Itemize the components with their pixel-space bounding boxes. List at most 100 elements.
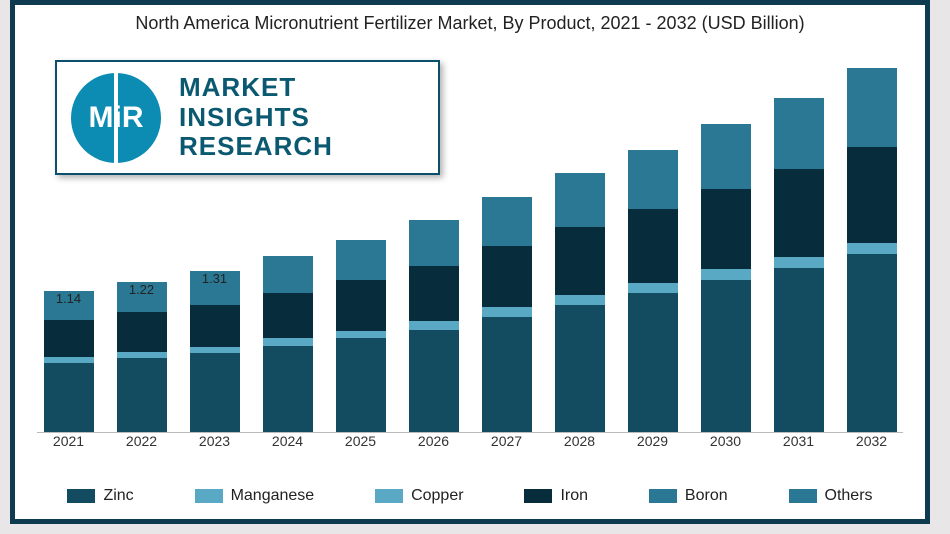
- bar-segment-zinc: [190, 353, 240, 432]
- bar-segment-boron: [336, 257, 386, 280]
- x-tick-label: 2027: [475, 433, 538, 455]
- x-tick-label: 2029: [621, 433, 684, 455]
- x-tick-label: 2025: [329, 433, 392, 455]
- bar-segment-others: [336, 240, 386, 257]
- stacked-bar: [774, 98, 824, 432]
- bar-segment-boron: [628, 176, 678, 209]
- stacked-bar: [263, 256, 313, 432]
- bar-column: 1.22: [110, 282, 173, 432]
- bar-segment-others: [555, 173, 605, 196]
- legend-item-copper: Copper: [375, 487, 463, 505]
- legend-label: Others: [825, 487, 873, 505]
- bar-segment-others: [701, 124, 751, 152]
- bar-segment-boron: [482, 217, 532, 245]
- bar-segment-iron: [263, 293, 313, 339]
- legend-swatch: [524, 489, 552, 503]
- legend-item-others: Others: [789, 487, 873, 505]
- stacked-bar: [628, 150, 678, 432]
- bar-segment-others: [409, 220, 459, 240]
- x-tick-label: 2022: [110, 433, 173, 455]
- bar-segment-zinc: [774, 268, 824, 432]
- bar-segment-manganese: [774, 261, 824, 268]
- bar-segment-iron: [117, 312, 167, 351]
- legend-item-iron: Iron: [524, 487, 588, 505]
- chart-frame: North America Micronutrient Fertilizer M…: [10, 0, 930, 524]
- bar-segment-others: [482, 197, 532, 218]
- bar-segment-others: [847, 68, 897, 103]
- stacked-bar: 1.14: [44, 291, 94, 432]
- legend-swatch: [67, 489, 95, 503]
- bar-segment-iron: [482, 246, 532, 308]
- bar-segment-manganese: [847, 247, 897, 254]
- bar-segment-others: [628, 150, 678, 176]
- stacked-bar: 1.31: [190, 271, 240, 433]
- bar-column: 1.14: [37, 291, 100, 432]
- bar-column: [621, 150, 684, 432]
- x-tick-label: 2030: [694, 433, 757, 455]
- chart-area: 1.14 1.22 1.31 2021 2022 2023 2024 2025 2026 202…: [37, 49, 903, 455]
- legend-label: Iron: [560, 487, 588, 505]
- bar-segment-zinc: [117, 358, 167, 432]
- legend-item-manganese: Manganese: [195, 487, 315, 505]
- x-axis-labels: 2021202220232024202520262027202820292030…: [37, 433, 903, 455]
- x-tick-label: 2032: [840, 433, 903, 455]
- bar-segment-iron: [409, 266, 459, 322]
- bar-segment-iron: [555, 227, 605, 295]
- bar-segment-zinc: [628, 293, 678, 432]
- stacked-bar: [482, 197, 532, 433]
- bar-segment-zinc: [44, 363, 94, 432]
- legend-swatch: [375, 489, 403, 503]
- bar-segment-others: [263, 256, 313, 272]
- stacked-bar: [336, 240, 386, 432]
- bar-segment-zinc: [409, 330, 459, 432]
- bar-segment-manganese: [701, 273, 751, 280]
- bar-segment-iron: [190, 305, 240, 347]
- bar-segment-boron: [409, 240, 459, 266]
- bar-segment-zinc: [336, 338, 386, 432]
- stacked-bar: [701, 124, 751, 432]
- bar-segment-zinc: [263, 346, 313, 432]
- bar-segment-zinc: [482, 317, 532, 432]
- x-tick-label: 2021: [37, 433, 100, 455]
- legend-label: Zinc: [103, 487, 133, 505]
- bar-segment-boron: [555, 196, 605, 227]
- bar-segment-iron: [774, 169, 824, 257]
- x-tick-label: 2026: [402, 433, 465, 455]
- stacked-bar: [555, 173, 605, 432]
- stacked-bar: 1.22: [117, 282, 167, 432]
- chart-title: North America Micronutrient Fertilizer M…: [15, 13, 925, 34]
- x-tick-label: 2024: [256, 433, 319, 455]
- bar-column: [694, 124, 757, 432]
- bar-segment-iron: [336, 280, 386, 331]
- legend: Zinc Manganese Copper Iron Boron Others: [37, 487, 903, 505]
- bar-segment-iron: [44, 320, 94, 357]
- stacked-bar: [847, 68, 897, 432]
- bar-column: [840, 68, 903, 432]
- stacked-bar: [409, 220, 459, 432]
- bar-segment-zinc: [701, 280, 751, 432]
- bar-segment-others: [774, 98, 824, 129]
- bar-segment-boron: [701, 152, 751, 189]
- bar-column: [402, 220, 465, 432]
- bar-column: [548, 173, 611, 432]
- bars-container: 1.14 1.22 1.31: [37, 49, 903, 433]
- x-tick-label: 2023: [183, 433, 246, 455]
- legend-label: Boron: [685, 487, 728, 505]
- bar-segment-zinc: [555, 305, 605, 432]
- bar-segment-boron: [117, 294, 167, 313]
- bar-column: [329, 240, 392, 432]
- legend-label: Copper: [411, 487, 463, 505]
- bar-segment-boron: [774, 129, 824, 170]
- bar-column: [256, 256, 319, 432]
- legend-item-boron: Boron: [649, 487, 728, 505]
- bar-column: [767, 98, 830, 432]
- bar-segment-boron: [190, 285, 240, 305]
- bar-segment-boron: [263, 272, 313, 293]
- bar-segment-boron: [847, 103, 897, 147]
- legend-item-zinc: Zinc: [67, 487, 133, 505]
- bar-segment-iron: [847, 147, 897, 243]
- legend-swatch: [789, 489, 817, 503]
- legend-swatch: [195, 489, 223, 503]
- legend-swatch: [649, 489, 677, 503]
- bar-segment-iron: [628, 209, 678, 283]
